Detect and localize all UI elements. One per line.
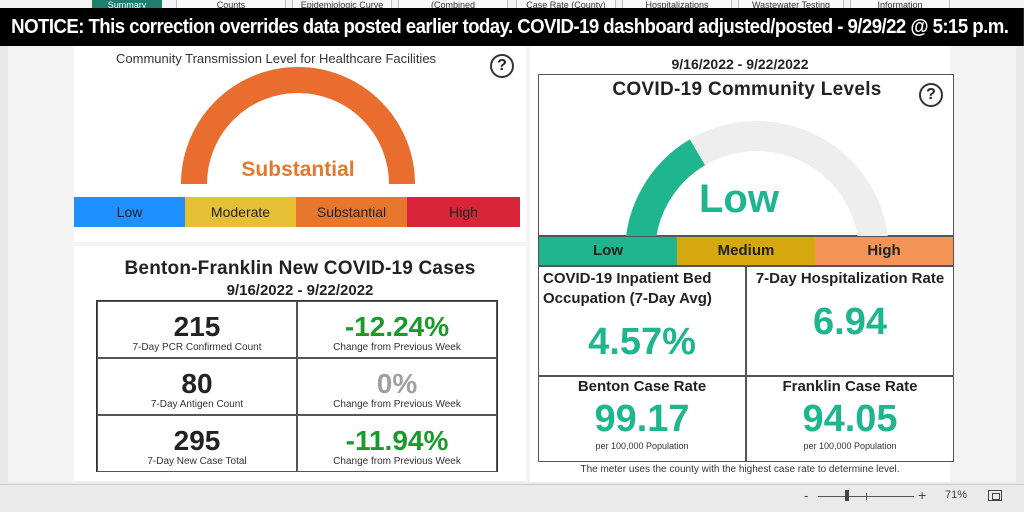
fit-to-page-icon[interactable] (988, 490, 1002, 501)
correction-notice-banner: NOTICE: This correction overrides data p… (0, 8, 1024, 46)
community-level-text: Low (699, 177, 779, 221)
benton-case-rate-value: 99.17 (594, 398, 690, 440)
transmission-level-panel: Community Transmission Level for Healthc… (74, 46, 526, 242)
pcr-change-label: Change from Previous Week (333, 342, 461, 353)
community-scale-low: Low (539, 237, 677, 265)
total-change-value: -11.94% (345, 425, 449, 456)
community-scale-high: High (815, 237, 953, 265)
dashboard-canvas: Community Transmission Level for Healthc… (8, 46, 1016, 482)
new-cases-title: Benton-Franklin New COVID-19 Cases (124, 258, 476, 279)
pcr-count-cell: 215 7-Day PCR Confirmed Count (97, 301, 297, 358)
benton-case-rate-card: Benton Case Rate 99.17 per 100,000 Popul… (538, 376, 746, 462)
new-cases-date-range: 9/16/2022 - 9/22/2022 (226, 282, 374, 299)
cases-table: 215 7-Day PCR Confirmed Count -12.24% Ch… (96, 300, 498, 472)
community-help-icon[interactable]: ? (919, 83, 943, 107)
transmission-scale: Low Moderate Substantial High (74, 197, 520, 227)
transmission-scale-moderate: Moderate (185, 197, 296, 227)
total-count-value: 295 (173, 425, 221, 456)
franklin-case-rate-unit: per 100,000 Population (803, 441, 897, 451)
meter-footnote: The meter uses the county with the highe… (580, 464, 900, 475)
zoom-slider-handle[interactable] (845, 490, 849, 501)
total-change-label: Change from Previous Week (333, 456, 461, 467)
pcr-change-value: -12.24% (344, 311, 450, 342)
transmission-scale-high: High (407, 197, 520, 227)
transmission-scale-low: Low (74, 197, 185, 227)
franklin-case-rate-label: Franklin Case Rate (782, 378, 918, 395)
franklin-case-rate-card: Franklin Case Rate 94.05 per 100,000 Pop… (746, 376, 954, 462)
benton-case-rate-unit: per 100,000 Population (595, 441, 689, 451)
antigen-count-label: 7-Day Antigen Count (150, 399, 244, 410)
community-scale: Low Medium High (538, 236, 954, 266)
transmission-help-icon[interactable]: ? (490, 54, 514, 78)
transmission-gauge-fill (181, 67, 415, 185)
transmission-gauge: Substantial (181, 67, 415, 185)
hospitalization-rate-card: 7-Day Hospitalization Rate 6.94 (746, 266, 954, 376)
transmission-level-text: Substantial (241, 158, 354, 181)
antigen-change-label: Change from Previous Week (333, 399, 461, 410)
community-date-range: 9/16/2022 - 9/22/2022 (671, 56, 809, 72)
antigen-change-value: 0% (376, 368, 418, 399)
antigen-count-value: 80 (181, 368, 213, 399)
antigen-count-cell: 80 7-Day Antigen Count (97, 358, 297, 415)
pcr-count-value: 215 (173, 311, 221, 342)
bed-occupation-label: COVID-19 Inpatient Bed Occupation (7-Day… (543, 270, 712, 307)
total-change-cell: -11.94% Change from Previous Week (297, 415, 497, 472)
community-gauge-fill (626, 139, 706, 237)
community-scale-medium: Medium (677, 237, 815, 265)
total-count-cell: 295 7-Day New Case Total (97, 415, 297, 472)
community-levels-panel: 9/16/2022 - 9/22/2022 COVID-19 Community… (530, 46, 954, 482)
new-cases-panel: Benton-Franklin New COVID-19 Cases 9/16/… (74, 246, 526, 481)
hospitalization-rate-label: 7-Day Hospitalization Rate (755, 270, 945, 287)
antigen-change-cell: 0% Change from Previous Week (297, 358, 497, 415)
zoom-level-readout: 71% (945, 489, 968, 501)
community-levels-box: COVID-19 Community Levels ? Low (538, 74, 954, 237)
transmission-scale-substantial: Substantial (296, 197, 407, 227)
total-count-label: 7-Day New Case Total (147, 456, 247, 467)
pcr-count-label: 7-Day PCR Confirmed Count (132, 342, 262, 353)
hospitalization-rate-value: 6.94 (813, 301, 887, 343)
zoom-in-button[interactable]: + (918, 487, 927, 503)
zoom-out-button[interactable]: - (804, 488, 809, 503)
pcr-change-cell: -12.24% Change from Previous Week (297, 301, 497, 358)
report-status-bar: - + 71% (0, 484, 1024, 512)
bed-occupation-card: COVID-19 Inpatient Bed Occupation (7-Day… (538, 266, 746, 376)
franklin-case-rate-value: 94.05 (802, 398, 898, 440)
transmission-title: Community Transmission Level for Healthc… (116, 51, 437, 66)
benton-case-rate-label: Benton Case Rate (577, 378, 707, 395)
zoom-slider-tick (866, 493, 867, 500)
community-levels-title: COVID-19 Community Levels (612, 79, 882, 100)
bed-occupation-value: 4.57% (588, 321, 696, 363)
community-gauge (626, 121, 888, 237)
